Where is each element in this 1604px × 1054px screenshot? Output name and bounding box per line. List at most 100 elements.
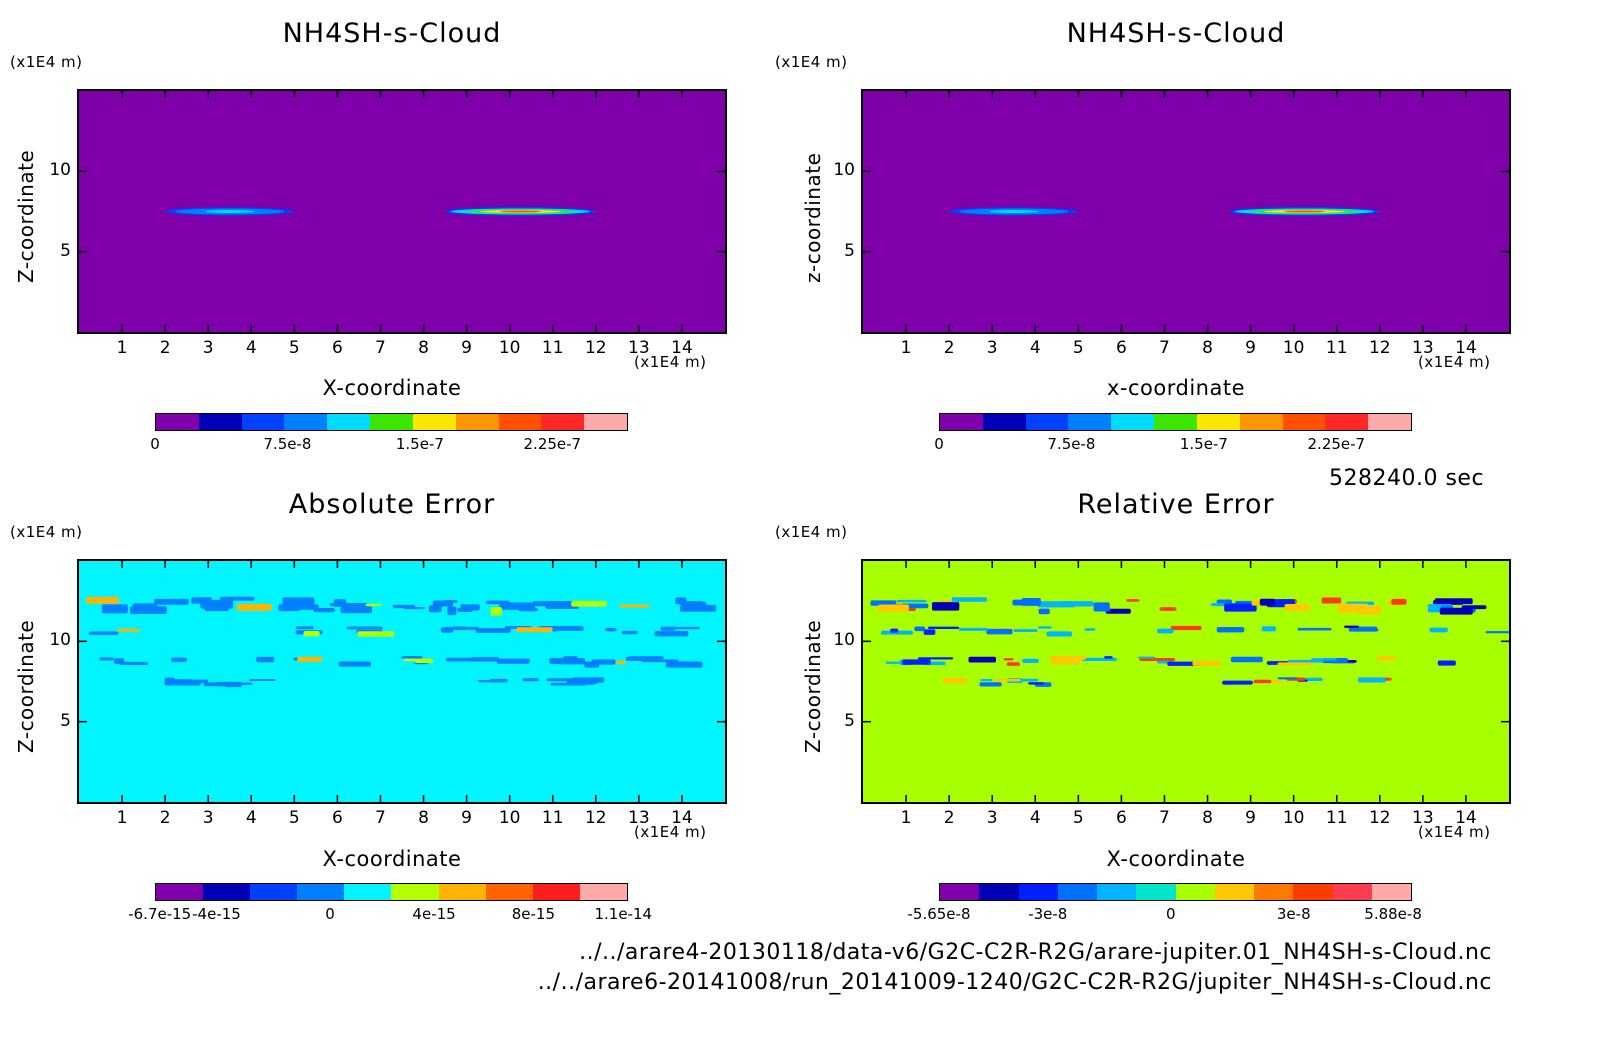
error-band: [85, 596, 717, 616]
colorbar-tick-label: 4e-15: [412, 905, 456, 923]
x-tick-label: 1: [900, 808, 912, 828]
colorbar-swatch: [250, 884, 298, 900]
x-tick-label: 8: [1202, 338, 1213, 358]
x-axis-label: X-coordinate: [1106, 847, 1246, 871]
x-tick-label: 7: [375, 808, 386, 828]
colorbar-tick-label: -4e-15: [192, 905, 241, 923]
colorbar-tick-label: 5.88e-8: [1364, 905, 1422, 923]
error-band: [870, 597, 1487, 615]
x-tick-label: 14: [1455, 338, 1477, 358]
x-tick-label: 7: [1159, 338, 1170, 358]
colorbar-swatch: [979, 884, 1019, 900]
x-tick-label: 1: [900, 338, 912, 358]
heatmap-svg: [863, 561, 1509, 802]
x-tick-label: 5: [1072, 808, 1084, 828]
colorbar-swatch: [198, 414, 242, 430]
colorbar-tick-label: 0: [934, 435, 944, 453]
x-tick-label: 6: [331, 808, 343, 828]
x-tick-label: 2: [159, 338, 171, 358]
x-tick-label: 3: [202, 808, 214, 828]
heatmap-plot: [77, 559, 727, 804]
colorbar: [939, 413, 1412, 431]
colorbar-tick-label: -6.7e-15: [128, 905, 192, 923]
x-tick-label: 10: [498, 808, 521, 828]
y-unit-label: (x1E4 m): [10, 523, 83, 541]
x-tick-label: 11: [1325, 338, 1348, 358]
x-tick-label: 13: [628, 808, 650, 828]
x-tick-label: 4: [245, 808, 257, 828]
file-path-2: ../../arare6-20141008/run_20141009-1240/…: [537, 970, 1492, 995]
x-tick-label: 8: [418, 338, 429, 358]
colorbar-tick-label: 1.1e-14: [594, 905, 653, 923]
y-axis-label: z-coordinate: [801, 152, 825, 283]
colorbar-swatch: [1057, 884, 1097, 900]
y-tick-label: 5: [844, 240, 855, 261]
x-axis-label: X-coordinate: [322, 376, 462, 400]
colorbar-swatch: [541, 414, 585, 430]
x-tick-label: 6: [331, 338, 343, 358]
colorbar-swatch: [579, 884, 627, 900]
colorbar-swatch: [1282, 414, 1326, 430]
x-unit-label: (x1E4 m): [634, 823, 707, 841]
x-tick-label: 7: [1159, 808, 1170, 828]
colorbar-swatch: [532, 884, 580, 900]
y-tick-label: 10: [833, 160, 855, 181]
x-tick-label: 1: [116, 338, 128, 358]
colorbar-swatch: [1196, 414, 1240, 430]
x-tick-label: 4: [1029, 808, 1041, 828]
error-band: [99, 656, 703, 668]
y-tick-label: 5: [844, 710, 855, 731]
colorbar-tick-label: 8e-15: [511, 905, 556, 923]
colorbar-swatch: [327, 414, 371, 430]
colorbar-tick-label: -5.65e-8: [907, 905, 971, 923]
colorbar-swatch: [1154, 414, 1197, 430]
x-tick-label: 14: [671, 338, 693, 358]
colorbar-swatch: [412, 414, 456, 430]
colorbar-swatch: [498, 414, 542, 430]
x-unit-label: (x1E4 m): [634, 353, 707, 371]
x-tick-label: 11: [541, 338, 564, 358]
colorbar-swatch: [1136, 884, 1176, 900]
x-tick-label: 7: [375, 338, 386, 358]
heatmap-svg: [79, 91, 725, 332]
colorbar-tick-label: 2.25e-7: [1307, 435, 1366, 453]
y-unit-label: (x1E4 m): [10, 53, 83, 71]
x-unit-label: (x1E4 m): [1418, 353, 1491, 371]
colorbar-tick-label: 1.5e-7: [395, 435, 444, 453]
x-tick-label: 5: [288, 338, 300, 358]
colorbar-swatch: [1325, 414, 1369, 430]
colorbar-swatch: [203, 884, 251, 900]
x-tick-label: 10: [1282, 338, 1305, 358]
x-tick-label: 4: [1029, 338, 1041, 358]
x-tick-label: 11: [541, 808, 564, 828]
panel-title: NH4SH-s-Cloud: [282, 18, 502, 49]
heatmap-svg: [863, 91, 1509, 332]
cloud-layer: [949, 207, 1079, 216]
colorbar-swatch: [982, 414, 1026, 430]
y-axis-label: Z-coordinate: [14, 619, 38, 753]
colorbar-swatch: [156, 884, 204, 900]
x-tick-label: 10: [498, 338, 521, 358]
colorbar-swatch: [297, 884, 345, 900]
error-band: [885, 655, 1456, 666]
cloud-layer: [445, 207, 596, 216]
colorbar-tick-label: 7.5e-8: [263, 435, 312, 453]
error-band: [164, 677, 605, 688]
y-axis-label: Z-coordinate: [801, 619, 825, 753]
x-unit-label: (x1E4 m): [1418, 823, 1491, 841]
x-tick-label: 9: [461, 808, 472, 828]
colorbar: [155, 413, 628, 431]
heatmap-plot: [861, 559, 1511, 804]
colorbar-swatch: [455, 414, 499, 430]
x-tick-label: 9: [1245, 338, 1256, 358]
y-tick-label: 5: [60, 710, 71, 731]
colorbar-tick-label: 3e-8: [1276, 905, 1311, 923]
x-tick-label: 6: [1115, 338, 1127, 358]
colorbar-swatch: [391, 884, 439, 900]
x-tick-label: 10: [1282, 808, 1305, 828]
error-band: [942, 677, 1392, 687]
x-tick-label: 13: [1412, 808, 1434, 828]
x-tick-label: 11: [1325, 808, 1348, 828]
x-tick-label: 13: [628, 338, 650, 358]
colorbar-swatch: [1018, 884, 1058, 900]
